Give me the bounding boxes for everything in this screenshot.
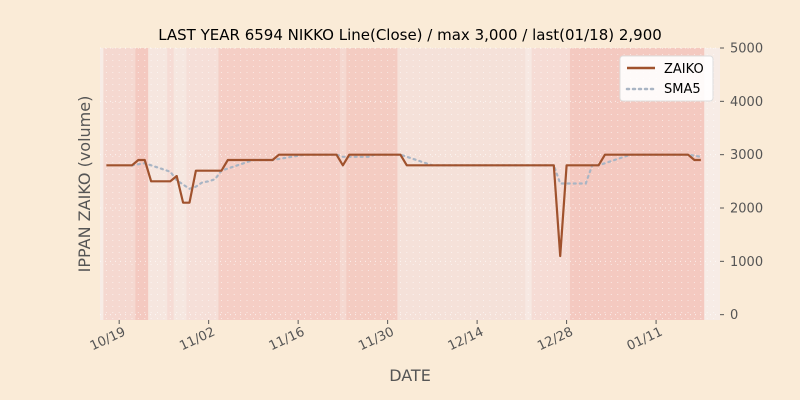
x-tick-label: 10/19 [88, 325, 128, 354]
shaded-band [103, 48, 136, 320]
grid-lines [100, 47, 720, 320]
legend-label-sma5: SMA5 [664, 82, 701, 97]
shaded-band [186, 48, 219, 320]
y-tick-label: 4000 [730, 95, 763, 110]
y-axis-ticks: 0 1000 2000 3000 4000 5000 [720, 42, 763, 323]
series-lines [106, 153, 702, 258]
legend-label-zaiko: ZAIKO [664, 62, 704, 77]
y-tick-label: 0 [730, 308, 738, 323]
shaded-band [346, 48, 398, 320]
chart-title: LAST YEAR 6594 NIKKO Line(Close) / max 3… [158, 26, 662, 44]
shaded-band [397, 48, 526, 320]
x-tick-label: 12/14 [446, 325, 486, 354]
x-axis-title: DATE [389, 366, 431, 385]
y-tick-label: 5000 [730, 42, 763, 57]
shaded-band [218, 48, 340, 320]
x-axis-ticks: 10/19 11/02 11/16 11/30 12/14 12/28 01/11 [88, 320, 665, 354]
x-tick-label: 11/02 [177, 325, 217, 354]
x-tick-label: 11/30 [356, 325, 396, 354]
shaded-band [339, 48, 347, 320]
x-tick-label: 12/28 [535, 325, 575, 354]
x-tick-label: 11/16 [267, 325, 307, 354]
y-tick-label: 2000 [730, 202, 763, 217]
x-tick-label: 01/11 [625, 325, 665, 354]
series-line-sma5 [130, 153, 702, 191]
y-tick-label: 1000 [730, 255, 763, 270]
series-line-zaiko [106, 153, 701, 258]
shaded-band [173, 48, 187, 320]
y-tick-label: 3000 [730, 148, 763, 163]
y-axis-title: IPPAN ZAIKO (volume) [75, 96, 94, 273]
shaded-band [135, 48, 149, 320]
shaded-band [525, 48, 531, 320]
shaded-band [167, 48, 174, 320]
shaded-band [148, 48, 168, 320]
legend: ZAIKO SMA5 [619, 55, 714, 102]
plot-area [100, 48, 720, 320]
